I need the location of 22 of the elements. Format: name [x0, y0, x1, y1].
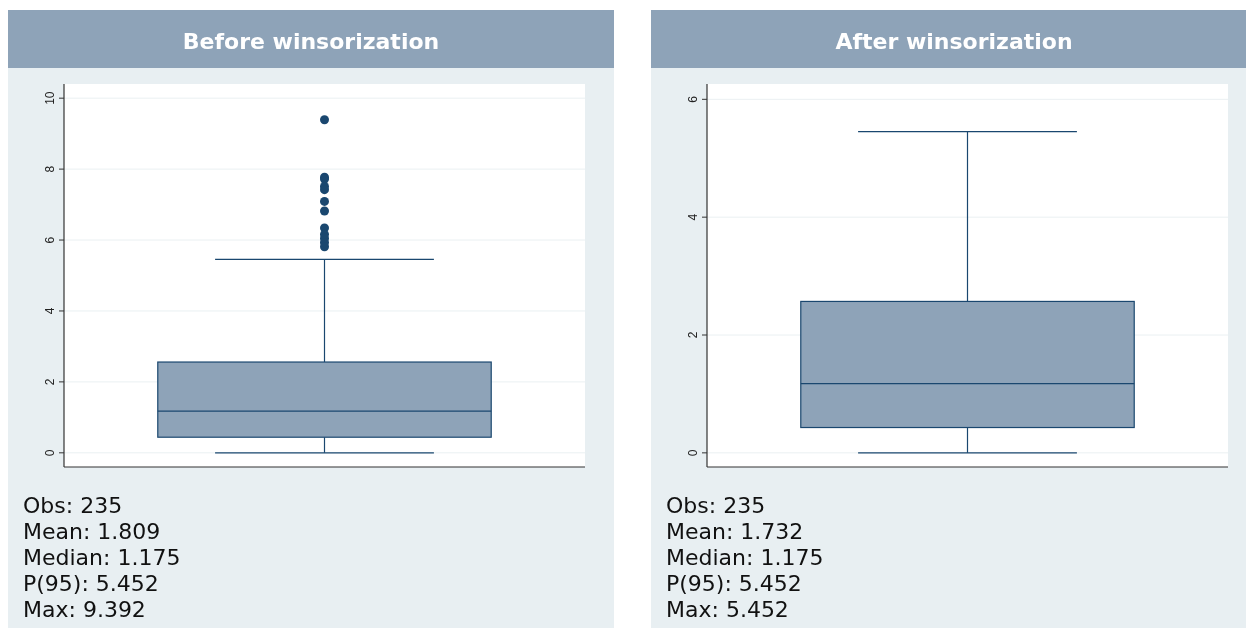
y-tick-label: 10 [43, 91, 57, 105]
text: P(95): 5.452 [666, 571, 802, 596]
text: Max: 5.452 [666, 597, 789, 622]
text: Median: 1.175 [666, 545, 824, 570]
text: Obs: 235 [23, 493, 123, 518]
y-tick-label: 2 [686, 331, 700, 339]
y-tick-label: 0 [686, 449, 700, 457]
y-tick-label: 0 [43, 449, 57, 457]
text: Max: 9.392 [23, 597, 146, 622]
text: Mean: 1.809 [23, 519, 161, 544]
y-tick-label: 6 [43, 236, 57, 244]
text: P(95): 5.452 [23, 571, 159, 596]
text: Mean: 1.732 [666, 519, 804, 544]
chart-title: Before winsorization [182, 29, 440, 54]
y-tick-label: 2 [43, 378, 57, 386]
y-tick-label: 4 [686, 213, 700, 221]
y-tick-label: 8 [43, 165, 57, 173]
text: Obs: 235 [666, 493, 766, 518]
text: Median: 1.175 [23, 545, 181, 570]
y-tick-label: 6 [686, 95, 700, 103]
chart-title: After winsorization [835, 29, 1073, 54]
y-tick-label: 4 [43, 307, 57, 315]
